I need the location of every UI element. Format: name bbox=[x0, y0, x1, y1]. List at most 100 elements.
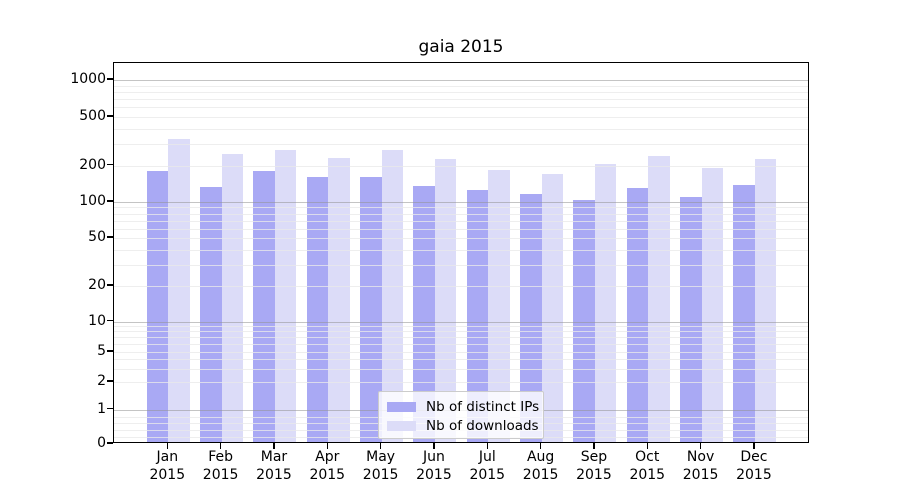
bar-nb-of-distinct-ips-nov bbox=[680, 197, 702, 442]
x-tick-label-aug: Aug 2015 bbox=[522, 449, 559, 483]
x-tick bbox=[219, 443, 222, 449]
gridline-minor bbox=[114, 352, 808, 353]
y-tick bbox=[107, 442, 113, 444]
plot-area bbox=[113, 62, 809, 443]
y-tick-label: 1000 bbox=[70, 71, 106, 87]
gridline-minor bbox=[114, 207, 808, 209]
x-tick bbox=[593, 443, 595, 449]
y-tick-label: 200 bbox=[79, 156, 106, 173]
legend-label-downloads: Nb of downloads bbox=[426, 417, 539, 434]
gridline-minor bbox=[114, 213, 808, 215]
gridline-minor bbox=[114, 220, 808, 222]
bar-nb-of-downloads-mar bbox=[274, 150, 297, 442]
y-tick-label: 50 bbox=[88, 229, 106, 245]
gridline-minor bbox=[114, 128, 808, 130]
gridline-minor bbox=[114, 264, 808, 266]
gridline-minor bbox=[114, 165, 808, 167]
gridline-major bbox=[114, 80, 808, 81]
bar-nb-of-distinct-ips-jul bbox=[466, 190, 489, 442]
legend-swatch-distinct-ips bbox=[387, 401, 416, 412]
bar-nb-of-downloads-aug bbox=[541, 173, 564, 442]
legend-label-distinct-ips: Nb of distinct IPs bbox=[426, 398, 540, 415]
bar-nb-of-downloads-apr bbox=[328, 158, 350, 442]
gridline-major bbox=[114, 202, 808, 203]
gridline-minor bbox=[114, 344, 808, 346]
gridline-minor bbox=[114, 228, 808, 230]
y-tick-label: 10 bbox=[88, 312, 106, 329]
y-tick bbox=[107, 163, 113, 166]
x-tick bbox=[273, 443, 275, 449]
x-tick-label-dec: Dec 2015 bbox=[736, 449, 772, 483]
x-tick-label-oct: Oct 2015 bbox=[629, 449, 666, 483]
y-tick bbox=[107, 115, 113, 117]
gridline-minor bbox=[114, 286, 808, 287]
x-tick-label-mar: Mar 2015 bbox=[256, 449, 292, 483]
gridline-minor bbox=[114, 238, 808, 239]
gridline-minor bbox=[114, 91, 808, 93]
gridline-minor bbox=[114, 117, 808, 118]
gridline-minor bbox=[114, 359, 808, 361]
chart-title: gaia 2015 bbox=[418, 37, 504, 57]
bar-nb-of-downloads-jan bbox=[168, 139, 190, 442]
gridline-minor bbox=[114, 144, 808, 146]
bar-nb-of-downloads-oct bbox=[648, 156, 670, 442]
x-tick-label-may: May 2015 bbox=[362, 449, 399, 483]
gridline-minor bbox=[114, 331, 808, 333]
bar-nb-of-downloads-jun bbox=[434, 159, 457, 442]
x-tick-label-nov: Nov 2015 bbox=[682, 449, 719, 483]
x-tick bbox=[699, 443, 702, 449]
gridline-minor bbox=[114, 107, 808, 109]
x-tick-label-jan: Jan 2015 bbox=[149, 449, 186, 483]
x-tick bbox=[646, 443, 648, 449]
y-tick-label: 20 bbox=[88, 277, 106, 293]
bar-nb-of-downloads-feb bbox=[221, 153, 244, 442]
bar-nb-of-distinct-ips-oct bbox=[626, 187, 649, 442]
gridline-minor bbox=[114, 368, 808, 370]
legend-item-distinct-ips: Nb of distinct IPs bbox=[387, 397, 539, 416]
bar-nb-of-downloads-sep bbox=[594, 164, 617, 442]
y-tick bbox=[107, 350, 113, 352]
gridline-minor bbox=[114, 326, 808, 328]
y-tick-label: 500 bbox=[79, 108, 106, 124]
y-tick-label: 100 bbox=[79, 193, 106, 209]
bar-nb-of-distinct-ips-may bbox=[360, 176, 382, 442]
x-tick bbox=[433, 443, 435, 449]
gridline-major bbox=[114, 321, 808, 323]
bar-nb-of-downloads-dec bbox=[754, 159, 777, 442]
y-tick-label: 1 bbox=[97, 400, 106, 417]
x-tick-label-sep: Sep 2015 bbox=[576, 449, 612, 483]
y-tick-label: 0 bbox=[97, 435, 106, 451]
y-tick bbox=[107, 200, 113, 202]
bar-nb-of-downloads-nov bbox=[701, 167, 724, 442]
gridline-minor bbox=[114, 85, 808, 87]
gridline-minor bbox=[114, 382, 808, 383]
x-tick bbox=[326, 443, 328, 449]
y-tick-label: 2 bbox=[97, 373, 106, 389]
legend: Nb of distinct IPs Nb of downloads bbox=[378, 391, 544, 439]
y-tick bbox=[107, 408, 113, 410]
bar-nb-of-distinct-ips-dec bbox=[733, 184, 755, 442]
x-tick-label-jun: Jun 2015 bbox=[416, 449, 452, 483]
x-tick bbox=[539, 443, 542, 449]
x-tick-label-feb: Feb 2015 bbox=[202, 449, 239, 483]
bar-nb-of-distinct-ips-aug bbox=[520, 193, 542, 442]
y-tick bbox=[107, 320, 113, 322]
legend-item-downloads: Nb of downloads bbox=[387, 416, 539, 435]
gridline-minor bbox=[114, 99, 808, 101]
y-tick bbox=[107, 284, 113, 286]
x-tick bbox=[166, 443, 168, 449]
y-tick-label: 5 bbox=[97, 343, 106, 359]
legend-swatch-downloads bbox=[387, 420, 416, 431]
bar-nb-of-distinct-ips-feb bbox=[200, 187, 222, 442]
bar-nb-of-distinct-ips-apr bbox=[306, 177, 329, 442]
x-tick bbox=[486, 443, 488, 449]
bar-nb-of-distinct-ips-sep bbox=[573, 200, 595, 442]
gridline-minor bbox=[114, 337, 808, 339]
x-tick bbox=[379, 443, 382, 449]
gridline-minor bbox=[114, 249, 808, 251]
y-tick bbox=[107, 380, 113, 382]
y-tick bbox=[107, 78, 113, 80]
x-tick-label-apr: Apr 2015 bbox=[309, 449, 346, 483]
x-tick bbox=[753, 443, 755, 449]
